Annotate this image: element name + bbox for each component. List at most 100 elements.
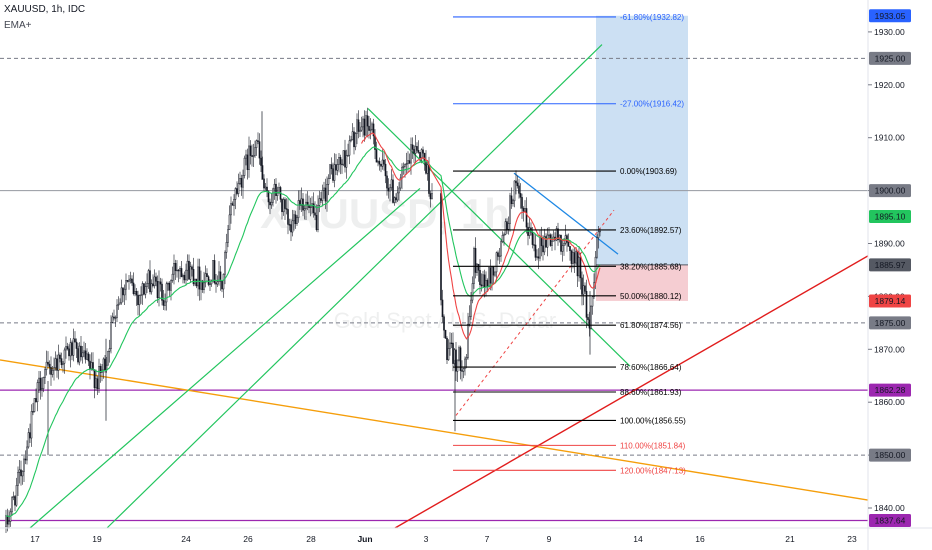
time-axis[interactable]: 17 19 24 26 28 Jun 3 7 9 14 16 21 23: [0, 527, 932, 544]
fib-level-label: -27.00%(1916.42): [620, 100, 684, 109]
time-tick-label: 17: [30, 534, 40, 544]
candle-body: [512, 200, 514, 204]
candle-body: [297, 200, 300, 218]
candle-body: [108, 348, 111, 352]
candle-body: [228, 214, 231, 230]
candle-body: [17, 472, 19, 486]
candle-body: [117, 303, 120, 306]
candle-body: [380, 163, 382, 167]
candle-body: [543, 236, 546, 253]
candle-body: [560, 234, 562, 252]
price-label-badge: [869, 210, 911, 224]
candle-body: [197, 266, 199, 287]
candle-body: [161, 283, 163, 301]
candle-body: [171, 273, 174, 281]
price-label-badge: [869, 51, 911, 65]
candle-body: [413, 149, 415, 154]
candle-body: [11, 497, 13, 513]
candle-body: [401, 167, 403, 179]
indicator-label[interactable]: EMA+: [4, 20, 32, 31]
candle-body: [254, 147, 256, 156]
candle-body: [69, 342, 72, 357]
candle-body: [521, 197, 523, 209]
candle-body: [548, 234, 550, 236]
candle-body: [429, 193, 432, 200]
candle-body: [245, 154, 247, 159]
candle-body: [291, 220, 294, 233]
candle-body: [86, 353, 88, 360]
candle-body: [146, 283, 148, 287]
candle-body: [182, 275, 184, 278]
candle-body: [443, 316, 445, 331]
candle-body: [77, 348, 79, 363]
candle-body: [252, 154, 255, 157]
candle-body: [27, 432, 30, 448]
candle-body: [129, 278, 132, 281]
candle-body: [300, 198, 303, 206]
candle-body: [134, 291, 136, 294]
candle-body: [579, 257, 582, 279]
price-axis[interactable]: 1840.001850.001860.001870.001880.001890.…: [867, 0, 932, 550]
candle-body: [59, 354, 61, 359]
candle-body: [590, 305, 592, 329]
fib-level-label: 120.00%(1847.13): [620, 466, 686, 475]
candle-body: [462, 368, 465, 372]
price-label-badge: [869, 316, 911, 330]
candle-body: [368, 125, 370, 131]
candle-body: [165, 283, 168, 303]
fibonacci-retracement[interactable]: -61.80%(1932.82) -27.00%(1916.42) 0.00%(19…: [453, 13, 686, 475]
candle-body: [258, 141, 261, 159]
candle-body: [210, 280, 213, 285]
candle-body: [273, 183, 276, 190]
price-label-badge: [869, 294, 911, 308]
candle-body: [93, 369, 96, 389]
candle-body: [126, 280, 129, 282]
candle-body: [47, 361, 49, 365]
candle-body: [120, 287, 123, 304]
price-label-badge: [869, 383, 911, 397]
price-label-badge: [869, 9, 911, 23]
candle-body: [503, 234, 505, 236]
symbol-title[interactable]: XAUUSD, 1h, IDC: [4, 4, 86, 15]
price-label-text: 1900.00: [875, 186, 906, 196]
candle-body: [395, 197, 397, 201]
time-tick-label: 7: [485, 534, 490, 544]
position-tool-layer[interactable]: [596, 15, 688, 301]
price-tick-label: 1860.00: [874, 397, 905, 407]
price-tick-label: 1840.00: [874, 503, 905, 513]
candle-body: [336, 164, 339, 171]
candle-body: [188, 260, 190, 280]
candle-body: [399, 177, 402, 189]
candle-body: [18, 469, 21, 473]
candle-body: [315, 214, 318, 230]
candle-body: [314, 212, 316, 216]
candle-body: [269, 201, 271, 206]
candle-body: [68, 348, 70, 357]
candle-body: [561, 245, 564, 252]
candle-body: [15, 485, 18, 506]
fib-level-label: 0.00%(1903.69): [620, 167, 677, 176]
candle-body: [461, 370, 463, 372]
candle-body: [288, 224, 291, 226]
candle-body: [494, 271, 496, 276]
candle-body: [270, 201, 273, 206]
candle-body: [525, 208, 528, 228]
horizontal-levels-layer[interactable]: [0, 57, 868, 522]
candle-body: [540, 237, 543, 247]
candle-body: [92, 362, 94, 370]
candle-body: [596, 237, 598, 258]
candle-body: [143, 283, 145, 295]
candle-body: [174, 263, 177, 271]
candle-body: [212, 260, 214, 281]
candle-body: [452, 342, 454, 364]
candle-body: [476, 263, 478, 273]
candle-body: [470, 299, 472, 317]
fib-level-label: 50.00%(1880.12): [620, 292, 682, 301]
fib-level-label: 100.00%(1856.55): [620, 416, 686, 425]
candle-body: [396, 192, 399, 201]
candle-body: [467, 323, 469, 358]
candle-body: [128, 279, 130, 282]
candle-body: [38, 377, 40, 383]
